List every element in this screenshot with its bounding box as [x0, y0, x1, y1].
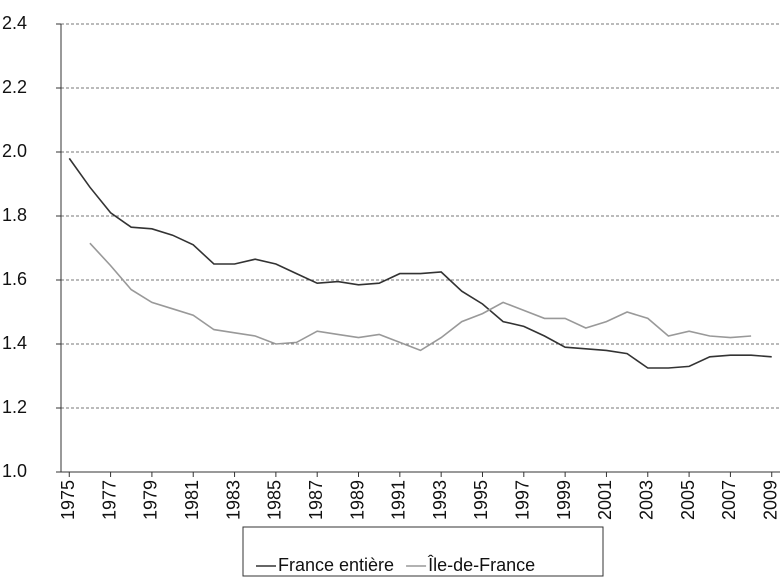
- x-tick-label: 1985: [265, 480, 285, 520]
- x-tick-label: 1993: [430, 480, 450, 520]
- x-tick-label: 1979: [141, 480, 161, 520]
- y-tick-label: 1.8: [2, 205, 27, 225]
- x-tick-label: 2005: [678, 480, 698, 520]
- legend-label: France entière: [278, 555, 394, 575]
- series-line: [89, 242, 752, 352]
- legend-box: [242, 526, 604, 577]
- y-tick-label: 2.4: [2, 13, 27, 33]
- y-tick-label: 1.0: [2, 461, 27, 481]
- x-tick-label: 1977: [99, 480, 119, 520]
- legend: France entière Île-de-France: [242, 526, 604, 577]
- x-tick-label: 1989: [347, 480, 367, 520]
- y-tick-label: 2.2: [2, 77, 27, 97]
- x-tick-label: 2001: [595, 480, 615, 520]
- x-tick-label: 1983: [223, 480, 243, 520]
- x-tick-label: 1997: [513, 480, 533, 520]
- y-tick-label: 1.2: [2, 397, 27, 417]
- series-line: [68, 157, 772, 369]
- x-tick-label: 1999: [554, 480, 574, 520]
- x-tick-label: 2009: [760, 480, 780, 520]
- x-tick-label: 1987: [306, 480, 326, 520]
- x-tick-label: 2003: [637, 480, 657, 520]
- x-tick-label: 1975: [58, 480, 78, 520]
- y-tick-label: 2.0: [2, 141, 27, 161]
- x-tick-label: 1995: [471, 480, 491, 520]
- x-tick-label: 1981: [182, 480, 202, 520]
- y-tick-label: 1.6: [2, 269, 27, 289]
- legend-label: Île-de-France: [427, 555, 535, 575]
- x-tick-label: 1991: [389, 480, 409, 520]
- y-tick-label: 1.4: [2, 333, 27, 353]
- x-tick-label: 2007: [719, 480, 739, 520]
